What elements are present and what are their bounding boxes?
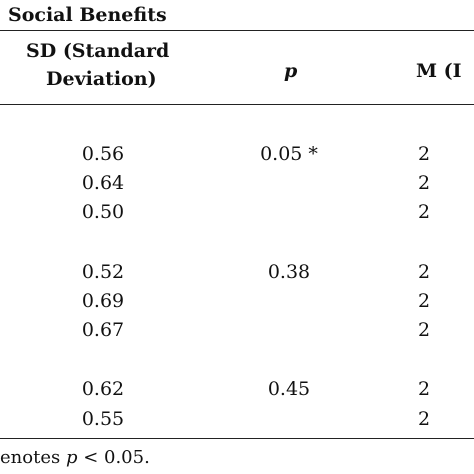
sd-cell: 0.55 xyxy=(81,408,125,430)
p-header: p xyxy=(284,60,298,82)
bottom-rule xyxy=(0,438,474,439)
m-cell: 2 xyxy=(418,378,431,400)
m-cell: 2 xyxy=(418,408,431,430)
m-cell: 2 xyxy=(418,290,431,312)
sd-header-line2: Deviation) xyxy=(46,68,157,90)
sd-header-line1: SD (Standard xyxy=(26,40,170,62)
m-cell: 2 xyxy=(418,143,431,165)
sd-cell: 0.64 xyxy=(81,172,125,194)
sd-cell: 0.56 xyxy=(81,143,125,165)
sd-cell: 0.67 xyxy=(81,319,125,341)
p-cell: 0.45 xyxy=(267,378,311,400)
top-rule xyxy=(0,30,474,31)
sd-cell: 0.62 xyxy=(81,378,125,400)
sd-cell: 0.69 xyxy=(81,290,125,312)
footnote-suffix: < 0.05. xyxy=(77,447,150,468)
footnote-prefix: enotes xyxy=(0,447,66,468)
p-cell: 0.38 xyxy=(267,261,311,283)
footnote: enotes p < 0.05. xyxy=(0,447,150,468)
footnote-var: p xyxy=(65,447,78,468)
header-rule xyxy=(0,104,474,105)
m-cell: 2 xyxy=(418,319,431,341)
sd-cell: 0.50 xyxy=(81,201,125,223)
group-header: Social Benefits xyxy=(8,4,167,26)
p-cell: 0.05 * xyxy=(260,143,318,165)
m-cell: 2 xyxy=(418,201,431,223)
m-cell: 2 xyxy=(418,261,431,283)
m-header: M (I xyxy=(416,60,462,82)
m-cell: 2 xyxy=(418,172,431,194)
sd-cell: 0.52 xyxy=(81,261,125,283)
